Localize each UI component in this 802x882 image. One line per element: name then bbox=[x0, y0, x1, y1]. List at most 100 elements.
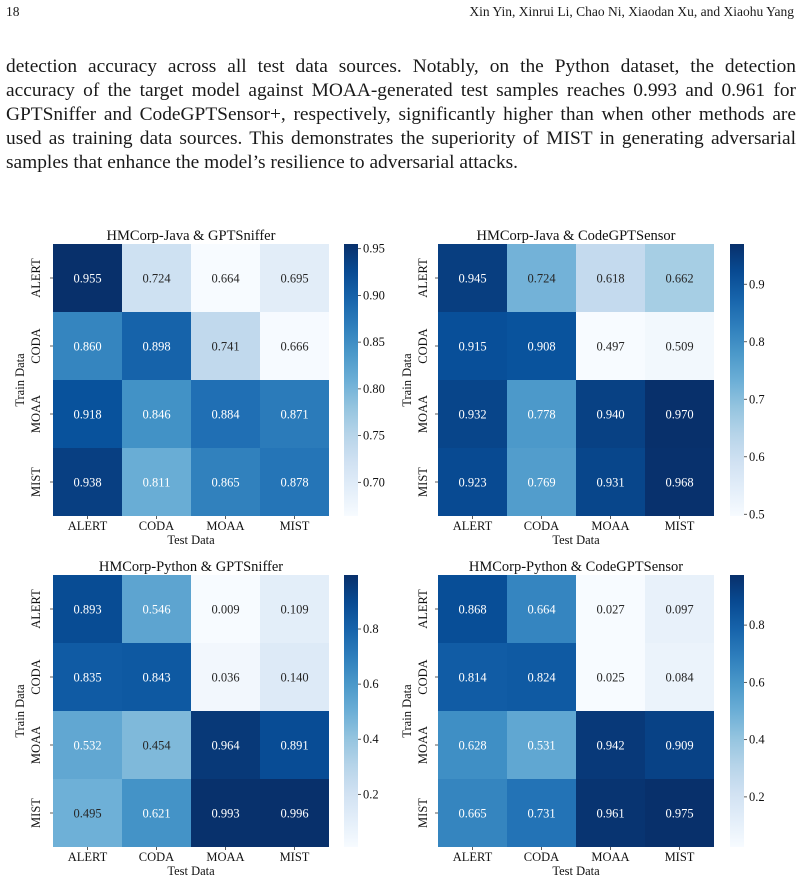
x-tick-label: MIST bbox=[280, 850, 310, 864]
colorbar bbox=[344, 575, 358, 847]
x-tick-label: ALERT bbox=[453, 850, 493, 864]
cell-value-label: 0.811 bbox=[143, 476, 171, 490]
cell-value-label: 0.778 bbox=[527, 408, 555, 422]
heatmap-cell bbox=[260, 380, 329, 448]
x-tick-label: MIST bbox=[665, 519, 695, 533]
cell-value-label: 0.662 bbox=[665, 272, 693, 286]
cell-value-label: 0.938 bbox=[73, 476, 101, 490]
heatmap-cell bbox=[507, 448, 576, 516]
heatmap-cell bbox=[507, 244, 576, 312]
colorbar-tick-label: 0.8 bbox=[749, 335, 765, 349]
heatmap-cell bbox=[507, 643, 576, 711]
cell-value-label: 0.891 bbox=[280, 739, 308, 753]
cell-value-label: 0.769 bbox=[527, 476, 555, 490]
heatmap-cell bbox=[53, 244, 122, 312]
colorbar-tick-label: 0.6 bbox=[749, 675, 765, 689]
x-tick-label: CODA bbox=[139, 519, 174, 533]
chart-title: HMCorp-Python & GPTSniffer bbox=[99, 559, 283, 575]
cell-value-label: 0.945 bbox=[458, 272, 486, 286]
y-tick-label: CODA bbox=[416, 328, 430, 363]
y-tick-label: MOAA bbox=[416, 726, 430, 764]
heatmap-cell bbox=[122, 575, 191, 643]
cell-value-label: 0.027 bbox=[596, 603, 624, 617]
page-number: 18 bbox=[6, 4, 20, 19]
cell-value-label: 0.509 bbox=[665, 340, 693, 354]
cell-value-label: 0.918 bbox=[73, 408, 101, 422]
x-tick-label: MIST bbox=[280, 519, 310, 533]
cell-value-label: 0.724 bbox=[527, 272, 556, 286]
cell-value-label: 0.084 bbox=[665, 671, 694, 685]
y-tick-label: MIST bbox=[416, 467, 430, 497]
heatmap-cell bbox=[53, 779, 122, 847]
x-tick-label: CODA bbox=[524, 850, 559, 864]
heatmap-cell bbox=[191, 244, 260, 312]
colorbar-tick-label: 0.6 bbox=[363, 677, 379, 691]
heatmap-cell bbox=[438, 448, 507, 516]
cell-value-label: 0.140 bbox=[280, 671, 308, 685]
cell-value-label: 0.824 bbox=[527, 671, 556, 685]
cell-value-label: 0.878 bbox=[280, 476, 308, 490]
cell-value-label: 0.871 bbox=[280, 408, 308, 422]
colorbar bbox=[344, 244, 358, 516]
cell-value-label: 0.908 bbox=[527, 340, 555, 354]
colorbar-tick-label: 0.90 bbox=[363, 288, 385, 302]
heatmap-cell bbox=[122, 779, 191, 847]
y-tick-label: ALERT bbox=[29, 589, 43, 629]
heatmap-cell bbox=[53, 380, 122, 448]
heatmap-cell bbox=[260, 244, 329, 312]
heatmap-cell bbox=[507, 779, 576, 847]
y-tick-label: MIST bbox=[29, 467, 43, 497]
heatmap-cell bbox=[576, 643, 645, 711]
y-tick-label: ALERT bbox=[416, 258, 430, 298]
chart-title: HMCorp-Java & GPTSniffer bbox=[107, 228, 276, 244]
heatmap-cell bbox=[645, 312, 714, 380]
colorbar-tick-label: 0.4 bbox=[363, 732, 379, 746]
cell-value-label: 0.923 bbox=[458, 476, 486, 490]
body-paragraph: detection accuracy across all test data … bbox=[6, 55, 796, 175]
y-tick-label: MOAA bbox=[29, 395, 43, 433]
cell-value-label: 0.860 bbox=[73, 340, 101, 354]
heatmap-cell bbox=[576, 711, 645, 779]
x-axis-label: Test Data bbox=[552, 533, 600, 547]
y-tick-label: CODA bbox=[416, 659, 430, 694]
x-tick-label: MOAA bbox=[591, 850, 629, 864]
colorbar-tick-label: 0.80 bbox=[363, 382, 385, 396]
x-tick-label: ALERT bbox=[68, 519, 108, 533]
colorbar-tick-label: 0.9 bbox=[749, 277, 765, 291]
heatmap-cell bbox=[645, 244, 714, 312]
cell-value-label: 0.695 bbox=[280, 272, 308, 286]
heatmap-cell bbox=[53, 643, 122, 711]
x-axis-label: Test Data bbox=[167, 533, 215, 547]
x-tick-label: ALERT bbox=[453, 519, 493, 533]
colorbar-tick-label: 0.5 bbox=[749, 507, 765, 521]
colorbar-tick-label: 0.7 bbox=[749, 392, 765, 406]
colorbar bbox=[730, 575, 744, 847]
cell-value-label: 0.968 bbox=[665, 476, 693, 490]
heatmap-cell bbox=[53, 448, 122, 516]
heatmap-cell bbox=[507, 711, 576, 779]
heatmap-cell bbox=[53, 711, 122, 779]
x-tick-label: CODA bbox=[524, 519, 559, 533]
cell-value-label: 0.931 bbox=[596, 476, 624, 490]
cell-value-label: 0.893 bbox=[73, 603, 101, 617]
heatmap-cell bbox=[438, 244, 507, 312]
x-tick-label: ALERT bbox=[68, 850, 108, 864]
heatmap-cell bbox=[438, 711, 507, 779]
heatmap-cell bbox=[507, 575, 576, 643]
x-tick-label: CODA bbox=[139, 850, 174, 864]
heatmap-cell bbox=[576, 448, 645, 516]
y-tick-label: MIST bbox=[29, 798, 43, 828]
y-axis-label: Train Data bbox=[400, 684, 414, 738]
cell-value-label: 0.942 bbox=[596, 739, 624, 753]
heatmap-cell bbox=[191, 575, 260, 643]
heatmap-cell bbox=[576, 575, 645, 643]
cell-value-label: 0.664 bbox=[211, 272, 240, 286]
x-tick-label: MOAA bbox=[591, 519, 629, 533]
heatmap-cell bbox=[260, 779, 329, 847]
heatmap-cell bbox=[122, 711, 191, 779]
chart-title: HMCorp-Java & CodeGPTSensor bbox=[477, 228, 676, 244]
cell-value-label: 0.741 bbox=[211, 340, 239, 354]
cell-value-label: 0.909 bbox=[665, 739, 693, 753]
cell-value-label: 0.865 bbox=[211, 476, 239, 490]
